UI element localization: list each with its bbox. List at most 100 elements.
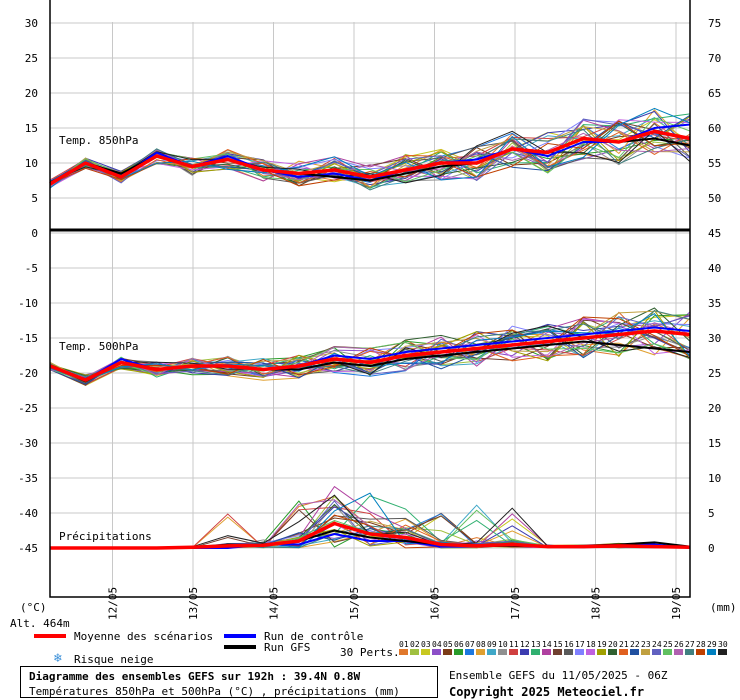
y-right-tick: 5 [708,507,715,520]
pert-line-t850 [49,126,691,188]
pert-line-t850 [49,122,691,183]
snowflake-icon: ❄ [54,651,62,666]
pert-swatch [696,649,705,655]
pert-line-t850 [49,129,691,191]
chart-axes [49,0,691,598]
y-right-tick: 60 [708,122,721,135]
pert-number: 02 [410,640,420,649]
pert-number: 26 [674,640,684,649]
tick-labels: 302520151050-5-10-15-20-25-30-35-40-4575… [18,17,721,620]
y-right-tick: 35 [708,297,721,310]
pert-swatch [553,649,562,655]
chart-subtitle: Températures 850hPa et 500hPa (°C) , pré… [29,685,400,698]
pert-swatch [542,649,551,655]
pert-swatch [575,649,584,655]
panel-label-precip: Précipitations [59,530,152,543]
pert-swatch [432,649,441,655]
pert-number: 30 [718,640,728,649]
pert-swatch [707,649,716,655]
y-left-tick: 15 [25,122,38,135]
y-right-tick: 30 [708,332,721,345]
y-right-tick: 70 [708,52,721,65]
pert-swatch [509,649,518,655]
pert-swatch [476,649,485,655]
legend-snow-label: Risque neige [74,653,154,666]
y-left-tick: 5 [31,192,38,205]
legend-gfs-swatch [224,645,256,649]
x-tick: 12/05 [107,587,120,620]
pert-number: 18 [586,640,596,649]
y-left-tick: -15 [18,332,38,345]
pert-line-t500 [49,318,691,380]
x-tick: 16/05 [429,587,442,620]
copyright: Copyright 2025 Meteociel.fr [449,685,645,699]
pert-number: 17 [575,640,585,649]
x-tick: 15/05 [348,587,361,620]
x-tick: 13/05 [187,587,200,620]
y-right-tick: 75 [708,17,721,30]
legend-mean-swatch [34,634,66,638]
y-left-tick: -25 [18,402,38,415]
pert-swatch [608,649,617,655]
legend-gfs-label: Run GFS [264,641,311,654]
pert-number: 21 [619,640,629,649]
y-left-tick: 20 [25,87,38,100]
y-left-tick: -10 [18,297,38,310]
pert-swatch [663,649,672,655]
y-right-tick: 25 [708,367,721,380]
pert-swatch [630,649,639,655]
main-series-lines [49,123,691,550]
pert-number: 27 [685,640,695,649]
right-unit-label: (mm) [710,601,737,614]
pert-swatch [564,649,573,655]
pert-swatch [410,649,419,655]
pert-number: 23 [641,640,651,649]
pert-number: 22 [630,640,640,649]
legend-mean-label: Moyenne des scénarios [74,630,214,643]
left-unit-label: (°C) [20,601,47,614]
pert-number: 01 [399,640,409,649]
pert-number: 11 [509,640,519,649]
pert-number: 15 [553,640,563,649]
chart-grid [50,22,690,597]
pert-line-t850 [49,119,691,181]
pert-line-t850 [49,132,691,188]
pert-swatch [498,649,507,655]
pert-number: 06 [454,640,464,649]
y-right-tick: 0 [708,542,715,555]
y-right-tick: 45 [708,227,721,240]
pert-swatch [641,649,650,655]
pert-swatch [531,649,540,655]
pert-line-t500 [49,316,691,381]
pert-line-t500 [49,311,691,380]
pert-number: 14 [542,640,552,649]
pert-swatch [465,649,474,655]
y-right-tick: 10 [708,472,721,485]
pert-line-t850 [49,119,691,183]
pert-line-t500 [49,324,691,386]
chart-title-box: Diagramme des ensembles GEFS sur 192h : … [20,666,438,698]
pert-number: 20 [608,640,618,649]
pert-swatch [619,649,628,655]
pert-number: 12 [520,640,530,649]
plot-frame [49,0,691,598]
y-left-tick: 0 [31,227,38,240]
pert-swatch [487,649,496,655]
x-tick: 19/05 [670,587,683,620]
pert-swatch [520,649,529,655]
x-tick: 17/05 [509,587,522,620]
y-left-tick: -30 [18,437,38,450]
pert-number: 24 [652,640,662,649]
pert-swatch [685,649,694,655]
pert-number: 09 [487,640,497,649]
legend-control-swatch [224,634,256,638]
pert-swatch [443,649,452,655]
pert-number: 10 [498,640,508,649]
pert-number: 05 [443,640,453,649]
pert-swatch [718,649,727,655]
pert-swatch [421,649,430,655]
pert-swatch [674,649,683,655]
pert-number: 08 [476,640,486,649]
y-right-tick: 20 [708,402,721,415]
pert-swatch [454,649,463,655]
